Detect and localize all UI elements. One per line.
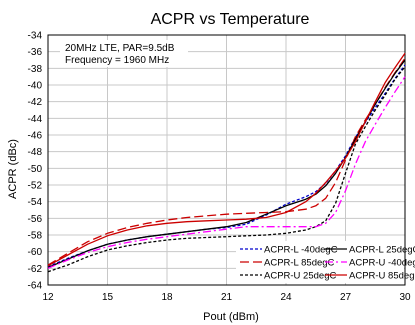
annotation-line-2: Frequency = 1960 MHz: [65, 55, 169, 66]
y-tick-label: -34: [28, 31, 43, 42]
y-tick-label: -50: [28, 164, 43, 175]
y-tick-label: -58: [28, 231, 43, 242]
x-tick-label: 18: [161, 292, 173, 303]
annotation-line-1: 20MHz LTE, PAR=9.5dB: [65, 43, 175, 54]
legend-label: ACPR-L -40degC: [264, 245, 338, 256]
y-tick-label: -48: [28, 147, 43, 158]
y-tick-label: -64: [28, 281, 43, 292]
y-axis-label: ACPR (dBc): [7, 139, 19, 199]
y-tick-label: -52: [28, 181, 43, 192]
x-axis-label: Pout (dBm): [203, 311, 259, 323]
x-tick-label: 21: [221, 292, 233, 303]
y-tick-label: -46: [28, 131, 43, 142]
y-tick-label: -38: [28, 64, 43, 75]
y-tick-label: -42: [28, 97, 43, 108]
y-tick-label: -44: [28, 114, 43, 125]
plot-frame: [47, 34, 406, 286]
legend-label: ACPR-U 25degC: [264, 271, 336, 282]
y-tick-label: -54: [28, 197, 43, 208]
legend-label: ACPR-U 85degC: [349, 271, 415, 282]
legend-label: ACPR-U -40degC: [349, 258, 415, 269]
chart-title: ACPR vs Temperature: [151, 11, 310, 28]
series-line-5: [47, 52, 406, 267]
series-layer: [47, 52, 406, 273]
legend-background: [236, 241, 404, 283]
x-tick-label: 24: [280, 292, 292, 303]
y-tick-label: -56: [28, 214, 43, 225]
annotation-box: 20MHz LTE, PAR=9.5dB Frequency = 1960 MH…: [60, 40, 188, 67]
y-tick-label: -40: [28, 81, 43, 92]
y-tick-label: -60: [28, 247, 43, 258]
y-tick-label: -62: [28, 264, 43, 275]
legend-label: ACPR-L 25degC: [349, 245, 415, 256]
legend-label: ACPR-L 85degC: [264, 258, 335, 269]
series-line-2: [47, 66, 406, 273]
series-line-4: [47, 76, 406, 269]
annotation-background: [60, 40, 188, 67]
y-tick-label: -36: [28, 47, 43, 58]
x-tick-label: 30: [399, 292, 411, 303]
axes: 12 15 18 21 24 27 30 -34 -36 -38 -40 -42 -44 -46 -48 -5…: [28, 31, 411, 304]
x-tick-label: 27: [340, 292, 352, 303]
x-tick-label: 15: [102, 292, 114, 303]
x-tick-label: 12: [42, 292, 54, 303]
legend: ACPR-L -40degC ACPR-L 25degC ACPR-L 85degC…: [236, 241, 415, 283]
